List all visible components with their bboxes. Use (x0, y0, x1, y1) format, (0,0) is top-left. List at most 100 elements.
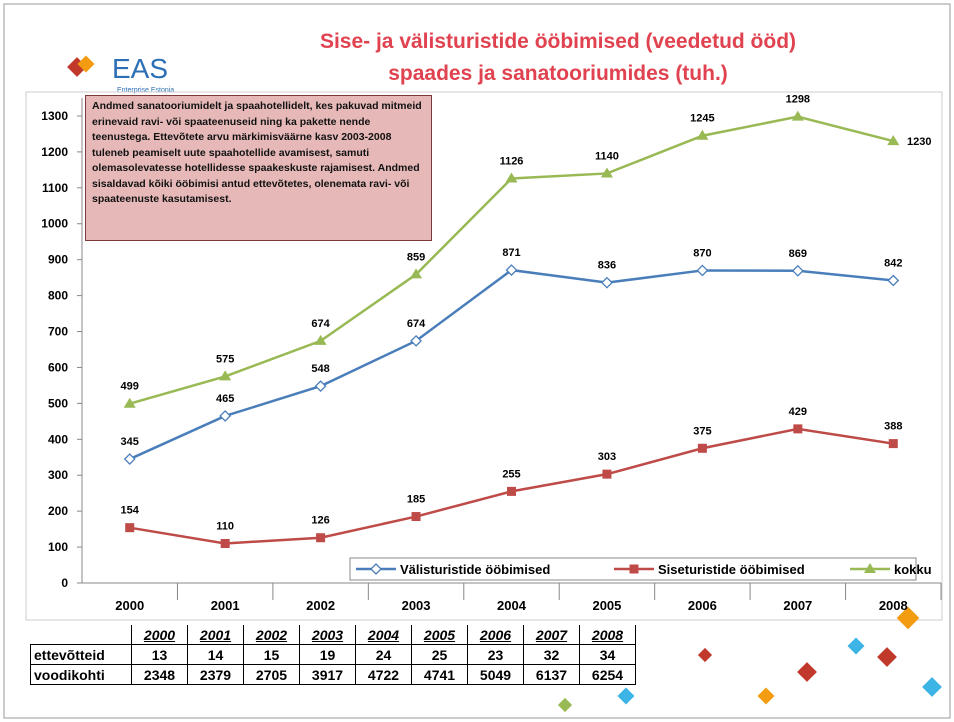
y-tick-label: 500 (48, 396, 68, 410)
x-tick-label: 2003 (402, 598, 431, 613)
marker (125, 523, 134, 532)
marker (221, 539, 230, 548)
table-cell: 2007 (524, 625, 580, 645)
table-row: voodikohti234823792705391747224741504961… (31, 665, 636, 685)
decor-star (922, 677, 942, 697)
x-tick-label: 2005 (592, 598, 621, 613)
y-tick-label: 0 (61, 576, 68, 590)
data-label: 859 (407, 251, 425, 263)
decor-star (848, 638, 865, 655)
marker (793, 424, 802, 433)
y-tick-label: 1300 (41, 109, 68, 123)
table-cell: 13 (132, 645, 188, 665)
table-cell: 23 (468, 645, 524, 665)
table-cell: 15 (244, 645, 300, 665)
y-tick-label: 1100 (42, 181, 68, 195)
y-tick-label: 600 (48, 360, 68, 374)
marker (602, 278, 612, 288)
marker (315, 335, 327, 345)
marker (793, 266, 803, 276)
decor-star (558, 698, 572, 712)
x-tick-label: 2008 (879, 598, 908, 613)
data-label: 185 (407, 494, 425, 506)
y-tick-label: 900 (48, 253, 68, 267)
table-cell: ettevõtteid (31, 645, 132, 665)
marker (316, 381, 326, 391)
table-cell: voodikohti (31, 665, 132, 685)
table-cell: 4741 (412, 665, 468, 685)
data-label: 1245 (690, 113, 714, 125)
marker (697, 265, 707, 275)
table-cell: 4722 (356, 665, 412, 685)
table-cell: 19 (300, 645, 356, 665)
data-label: 836 (598, 260, 616, 272)
x-tick-label: 2006 (688, 598, 717, 613)
table-cell: 2379 (188, 665, 244, 685)
logo-subtitle: Enterprise Estonia (117, 87, 174, 94)
marker (316, 533, 325, 542)
data-label: 1140 (595, 150, 619, 162)
data-label: 674 (407, 318, 426, 330)
decor-star (797, 662, 817, 682)
series-line (130, 429, 894, 544)
data-label: 110 (216, 520, 234, 532)
data-label: 499 (121, 381, 139, 393)
table-cell: 5049 (468, 665, 524, 685)
table-cell: 2348 (132, 665, 188, 685)
table-cell: 2705 (244, 665, 300, 685)
data-label: 1230 (907, 136, 931, 148)
table-cell: 2008 (580, 625, 636, 645)
marker (792, 111, 804, 121)
y-tick-label: 1000 (41, 217, 68, 231)
data-label: 255 (502, 468, 520, 480)
table-cell: 2004 (356, 625, 412, 645)
data-label: 842 (884, 258, 902, 270)
table-cell: 32 (524, 645, 580, 665)
data-label: 154 (121, 505, 140, 517)
decor-star (877, 647, 897, 667)
series-line (130, 270, 894, 459)
table-cell: 2001 (188, 625, 244, 645)
table-cell: 25 (412, 645, 468, 665)
data-label: 869 (789, 248, 807, 260)
x-tick-label: 2007 (783, 598, 812, 613)
table-cell: 6254 (580, 665, 636, 685)
y-tick-label: 300 (48, 468, 68, 482)
y-tick-label: 200 (48, 504, 68, 518)
slide: EAS Enterprise Estonia Sise- ja välistur… (0, 0, 954, 722)
data-label: 303 (598, 451, 616, 463)
y-tick-label: 400 (48, 432, 68, 446)
logo: EAS Enterprise Estonia (67, 53, 174, 94)
decor-star (698, 648, 712, 662)
table-cell: 3917 (300, 665, 356, 685)
logo-text: EAS (112, 53, 168, 84)
data-label: 345 (121, 436, 139, 448)
data-label: 429 (789, 406, 807, 418)
table-corner (31, 625, 132, 645)
marker (507, 487, 516, 496)
y-tick-label: 1200 (41, 145, 68, 159)
data-label: 465 (216, 393, 234, 405)
marker (888, 276, 898, 286)
marker (698, 444, 707, 453)
data-label: 1126 (500, 155, 524, 167)
table-cell: 2003 (300, 625, 356, 645)
data-label: 871 (502, 247, 520, 259)
marker (220, 411, 230, 421)
annotation: Andmed sanatooriumidelt ja spaahotellide… (85, 95, 432, 241)
marker (602, 470, 611, 479)
chart-title: Sise- ja välisturistide ööbimised (veede… (320, 30, 796, 53)
table-cell: 2006 (468, 625, 524, 645)
marker (889, 439, 898, 448)
data-label: 126 (311, 515, 329, 527)
x-tick-label: 2004 (497, 598, 527, 613)
legend: Välisturistide ööbimised Siseturistide öö… (350, 558, 932, 580)
legend-label: Siseturistide ööbimised (658, 562, 805, 577)
table-cell: 2000 (132, 625, 188, 645)
data-label: 870 (693, 247, 711, 259)
legend-label: Välisturistide ööbimised (400, 562, 550, 577)
y-tick-label: 700 (48, 325, 68, 339)
